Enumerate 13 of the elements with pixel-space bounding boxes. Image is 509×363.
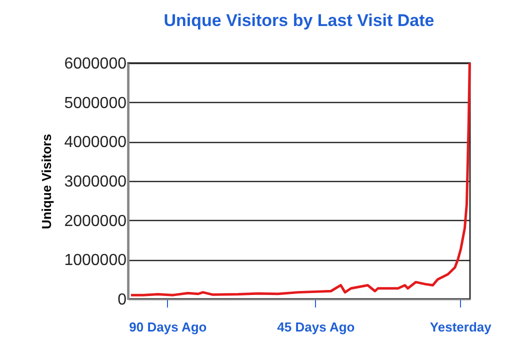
y-tick-label: 5000000 (64, 94, 127, 112)
y-tick-label: 4000000 (64, 134, 127, 152)
y-tick-label: 6000000 (64, 56, 127, 72)
line-series (130, 62, 471, 296)
x-tick-label: 90 Days Ago (129, 320, 207, 334)
chart-title: Unique Visitors by Last Visit Date (164, 11, 434, 30)
x-tick-label: 45 Days Ago (277, 320, 355, 334)
y-tick-label: 2000000 (64, 212, 127, 230)
y-tick-label: 0 (118, 292, 127, 308)
y-axis-title: Unique Visitors (39, 134, 54, 230)
y-tick-label: 1000000 (64, 252, 127, 270)
x-tick-label: Yesterday (430, 320, 492, 334)
y-tick-label: 3000000 (64, 174, 127, 190)
